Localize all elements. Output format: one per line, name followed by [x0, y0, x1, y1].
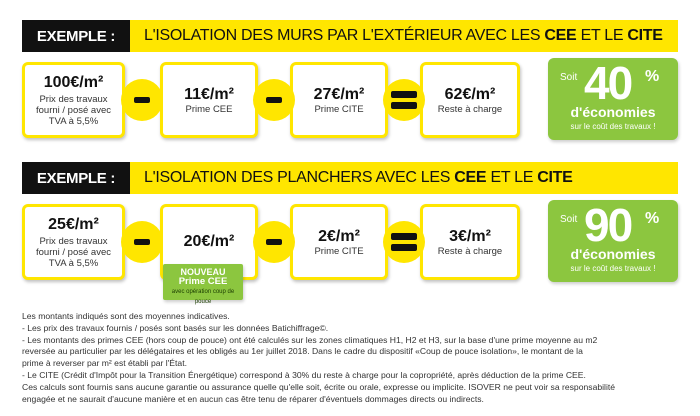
- sign-bar: [266, 97, 282, 103]
- savings-prefix: Soit: [560, 72, 578, 83]
- minus-sign: [121, 79, 163, 121]
- amount-box: 62€/m² Reste à charge: [420, 62, 520, 138]
- savings-number: 40: [584, 57, 633, 109]
- sign-bar: [391, 91, 417, 98]
- amount: 100€/m²: [43, 73, 104, 91]
- amount: 11€/m²: [184, 85, 234, 103]
- savings-label: d'économies: [570, 104, 656, 120]
- badge-note: avec opération coup de pouce: [171, 289, 235, 305]
- footnote: reversée au particulier par les délégata…: [22, 346, 583, 357]
- example-title: L'ISOLATION DES MURS PAR L'EXTÉRIEUR AVE…: [130, 20, 678, 52]
- amount-caption: Prime CITE: [314, 245, 364, 257]
- example-label: EXEMPLE :: [22, 162, 130, 194]
- savings-unit: %: [645, 68, 660, 85]
- minus-sign: [253, 79, 295, 121]
- footnote: Ces calculs sont fournis sans aucune gar…: [22, 381, 616, 392]
- footnote: Les montants indiqués sont des moyennes …: [22, 311, 230, 321]
- title-part: ET LE: [486, 169, 538, 186]
- amount-caption: Reste à charge: [437, 103, 503, 115]
- amount-caption: Prime CEE: [185, 103, 233, 115]
- equals-sign: [383, 79, 425, 121]
- badge-main: Prime CEE: [178, 276, 228, 287]
- savings-box: Soit 90% d'économies sur le coût des travau…: [548, 199, 678, 282]
- equals-sign: [383, 221, 425, 263]
- savings-note: sur le coût des travaux !: [570, 122, 656, 131]
- title-part: CEE: [544, 27, 577, 44]
- sign-bar: [266, 239, 282, 245]
- minus-sign: [121, 221, 163, 263]
- sign-bar: [134, 239, 150, 245]
- amount-box: 3€/m² Reste à charge: [420, 204, 520, 280]
- title-part: CITE: [627, 27, 663, 44]
- sign-bar: [391, 102, 417, 109]
- badge-top: NOUVEAU: [180, 267, 226, 277]
- title-part: CITE: [537, 169, 573, 186]
- amount-box: 27€/m² Prime CITE: [290, 62, 388, 138]
- amount: 2€/m²: [318, 227, 360, 245]
- amount: 25€/m²: [48, 215, 99, 233]
- amount: 3€/m²: [449, 227, 491, 245]
- title-part: L'ISOLATION DES PLANCHERS AVEC LES: [144, 169, 455, 186]
- amount: 62€/m²: [444, 85, 496, 103]
- savings-unit: %: [645, 210, 660, 227]
- title-part: CEE: [454, 169, 487, 186]
- example-label: EXEMPLE :: [22, 20, 130, 52]
- sign-bar: [391, 244, 417, 251]
- amount-caption: fourni / posé avec: [36, 246, 111, 258]
- savings-box: Soit 40% d'économies sur le coût des travau…: [548, 57, 678, 140]
- title-part: ET LE: [576, 27, 628, 44]
- amount-caption: TVA à 5,5%: [48, 115, 99, 127]
- title-part: L'ISOLATION DES MURS PAR L'EXTÉRIEUR AVE…: [144, 27, 545, 44]
- footnote: - Les montants des primes CEE (hors coup…: [22, 334, 598, 345]
- example-title: L'ISOLATION DES PLANCHERS AVEC LES CEE E…: [130, 162, 678, 194]
- savings-label: d'économies: [570, 246, 656, 262]
- amount-caption: Reste à charge: [437, 245, 503, 257]
- footnote: - Les prix des travaux fournis / posés s…: [22, 322, 329, 333]
- minus-sign: [253, 221, 295, 263]
- amount: 20€/m²: [183, 233, 235, 250]
- savings-note: sur le coût des travaux !: [570, 264, 656, 273]
- sign-bar: [391, 233, 417, 240]
- footnote: prime à reverser par m² est établi par l…: [22, 358, 187, 369]
- amount-box: 2€/m² Prime CITE: [290, 204, 388, 280]
- savings-prefix: Soit: [560, 214, 578, 225]
- amount: 27€/m²: [313, 85, 365, 103]
- new-badge: NOUVEAU Prime CEE avec opération coup de p…: [163, 264, 243, 305]
- savings-number: 90: [584, 199, 633, 251]
- amount-box: 25€/m² Prix des travaux fourni / posé avec…: [22, 204, 125, 280]
- sign-bar: [134, 97, 150, 103]
- amount-caption: Prix des travaux: [39, 235, 108, 247]
- amount-caption: fourni / posé avec: [36, 104, 111, 116]
- footnote: engagée et ne saurait d'aucune manière e…: [22, 393, 484, 404]
- amount-caption: Prix des travaux: [39, 93, 108, 105]
- amount-box: 11€/m² Prime CEE: [160, 62, 258, 138]
- amount-box: 100€/m² Prix des travaux fourni / posé ave…: [22, 62, 125, 138]
- amount-caption: TVA à 5,5%: [48, 257, 99, 269]
- footnote: - Le CITE (Crédit d'Impôt pour la Transi…: [22, 370, 586, 380]
- amount-caption: Prime CITE: [314, 103, 364, 115]
